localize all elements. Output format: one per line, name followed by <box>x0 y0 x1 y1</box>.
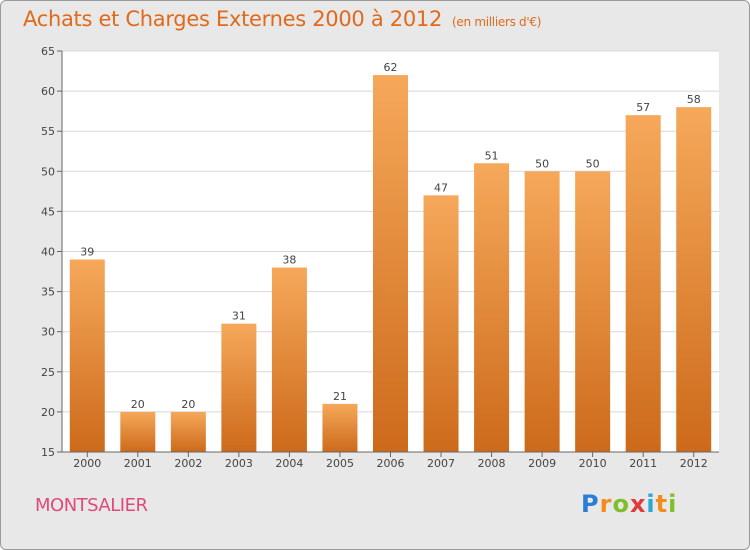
y-tick-label: 55 <box>41 125 55 138</box>
x-tick-label-2004: 2004 <box>275 457 303 470</box>
y-tick-label: 15 <box>41 446 55 459</box>
bar-2000 <box>69 259 105 452</box>
y-tick-label: 30 <box>41 326 55 339</box>
bar-2010 <box>575 171 611 453</box>
chart-title-text: Achats et Charges Externes 2000 à 2012 <box>23 7 443 31</box>
y-tick-label: 45 <box>41 205 55 218</box>
x-tick-label-2003: 2003 <box>225 457 253 470</box>
y-tick-label: 50 <box>41 165 55 178</box>
bar-2005 <box>322 403 358 452</box>
x-tick-label-2012: 2012 <box>680 457 708 470</box>
logo-letter: i <box>646 490 656 518</box>
data-label-2009: 50 <box>535 157 549 170</box>
logo-letter: x <box>629 490 647 518</box>
data-label-2006: 62 <box>384 61 398 74</box>
y-tick-label: 65 <box>41 45 55 58</box>
chart-unit: (en milliers d'€) <box>452 15 542 29</box>
commune-name: MONTSALIER <box>35 495 148 516</box>
logo-letter: r <box>599 490 613 518</box>
y-tick-label: 35 <box>41 286 55 299</box>
bar-2012 <box>676 107 712 452</box>
data-label-2012: 58 <box>687 93 701 106</box>
logo-letter: P <box>581 490 600 518</box>
x-tick-label-2001: 2001 <box>124 457 152 470</box>
x-tick-label-2000: 2000 <box>73 457 101 470</box>
bar-2009 <box>524 171 560 453</box>
data-label-2010: 50 <box>586 157 600 170</box>
bar-2008 <box>474 163 510 452</box>
bar-2002 <box>170 411 206 452</box>
chart-title: Achats et Charges Externes 2000 à 2012 (e… <box>23 7 541 31</box>
data-label-2008: 51 <box>485 149 499 162</box>
x-tick-label-2011: 2011 <box>629 457 657 470</box>
x-tick-label-2002: 2002 <box>174 457 202 470</box>
x-tick-label-2006: 2006 <box>377 457 405 470</box>
proxiti-logo: Proxiti <box>581 490 677 518</box>
data-label-2005: 21 <box>333 390 347 403</box>
data-label-2000: 39 <box>80 246 94 259</box>
bar-2006 <box>373 75 408 452</box>
data-label-2001: 20 <box>131 398 145 411</box>
x-tick-label-2009: 2009 <box>528 457 556 470</box>
bar-2007 <box>423 195 459 453</box>
y-tick-label: 40 <box>41 246 55 259</box>
logo-letter: o <box>612 490 630 518</box>
x-tick-label-2010: 2010 <box>579 457 607 470</box>
x-tick-label-2005: 2005 <box>326 457 354 470</box>
data-label-2002: 20 <box>181 398 195 411</box>
data-label-2011: 57 <box>636 101 650 114</box>
data-label-2007: 47 <box>434 181 448 194</box>
bar-2001 <box>120 411 156 452</box>
x-tick-label-2008: 2008 <box>478 457 506 470</box>
logo-letter: i <box>668 490 678 518</box>
y-tick-label: 60 <box>41 85 55 98</box>
bar-2003 <box>221 323 257 452</box>
bar-2004 <box>271 267 307 452</box>
y-tick-label: 25 <box>41 366 55 379</box>
y-tick-label: 20 <box>41 406 55 419</box>
x-tick-label-2007: 2007 <box>427 457 455 470</box>
data-label-2004: 38 <box>282 254 296 267</box>
logo-letter: t <box>655 490 669 518</box>
bar-2011 <box>625 115 661 452</box>
data-label-2003: 31 <box>232 310 246 323</box>
